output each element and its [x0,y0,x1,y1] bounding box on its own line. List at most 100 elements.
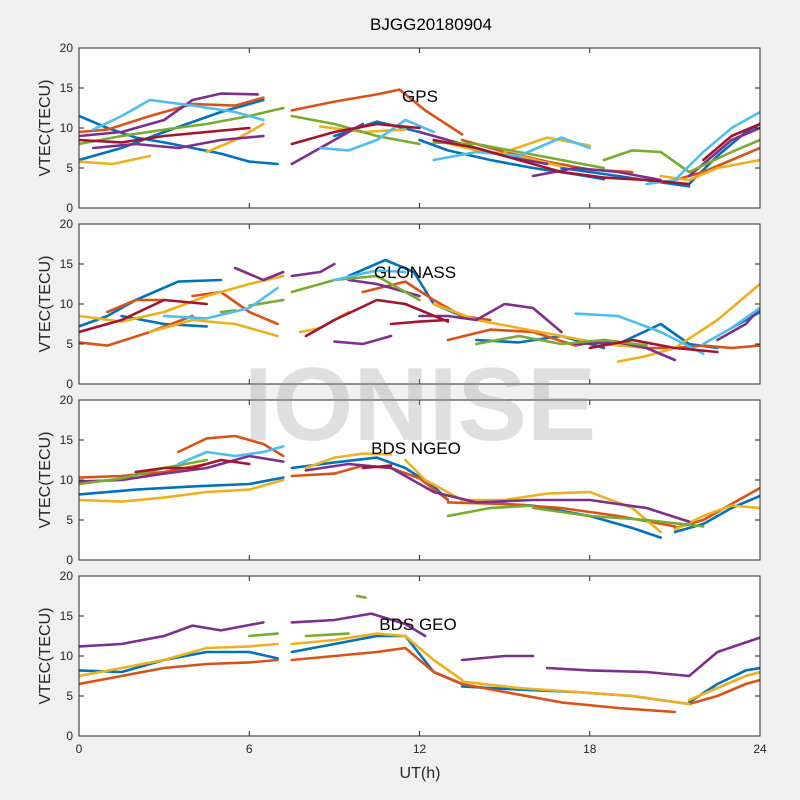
y-tick-label: 15 [60,433,74,447]
y-tick-label: 10 [60,121,74,135]
plot-area [79,224,760,384]
series-line [432,138,563,174]
panel-label-bds-ngeo: BDS NGEO [371,439,461,458]
series-line [79,98,265,162]
series-group [79,594,760,714]
series-line [79,154,152,166]
figure-title: BJGG20180904 [370,15,492,34]
series-line [588,338,719,354]
panel-bds-geo: 0 5 10 15 20 0 6 12 18 24 VTEC(TECU) BDS GEO [37,569,767,756]
series-line [531,506,705,528]
series-line [79,96,265,134]
series-line [574,341,677,362]
series-line [290,262,336,278]
y-tick-label: 5 [66,689,73,703]
panel-label-bds-geo: BDS GEO [379,615,456,634]
series-line [290,274,421,302]
series-line [574,312,705,355]
series-line [304,462,691,523]
series-line [687,678,760,706]
panel-bds-ngeo: 0 5 10 15 20 VTEC(TECU) BDS NGEO [37,393,761,567]
y-tick-label: 15 [60,609,74,623]
series-line [177,445,285,466]
series-group [79,434,760,539]
series-line [545,636,760,678]
ionise-watermark: IONISE [244,347,597,463]
y-tick-label: 5 [66,513,73,527]
series-line [389,318,450,326]
series-line [79,476,285,496]
series-line [79,621,265,648]
y-tick-label: 10 [60,649,74,663]
panel-gps: 0 5 10 15 20 VTEC(TECU) GPS [37,41,761,215]
series-line [460,654,535,662]
series-line [418,302,563,334]
series-line [79,106,285,146]
series-line [673,494,760,534]
series-line [333,269,407,282]
y-tick-label: 10 [60,473,74,487]
panel-glonass: 0 5 10 15 20 VTEC(TECU) GLONASS [37,217,761,391]
series-line [79,650,279,674]
series-line [716,306,760,342]
series-line [79,114,279,166]
y-tick-label: 10 [60,297,74,311]
series-line [290,114,421,146]
y-tick-label: 0 [66,377,73,391]
series-line [645,344,760,350]
series-line [701,122,760,162]
series-line [79,126,251,144]
y-tick-label: 5 [66,161,73,175]
y-tick-label: 15 [60,257,74,271]
series-line [79,298,208,334]
y-tick-label: 5 [66,337,73,351]
x-axis-label: UT(h) [400,765,441,782]
series-line [355,594,367,599]
series-line [205,122,265,154]
series-line [304,298,450,338]
series-line [148,318,279,338]
x-tick-label: 6 [246,742,253,756]
y-tick-label: 20 [60,41,74,55]
series-line [79,478,285,503]
series-group [79,258,760,363]
y-tick-label: 15 [60,81,74,95]
y-axis-label: VTEC(TECU) [37,80,54,177]
series-line [290,612,427,638]
series-line [191,290,279,326]
y-tick-label: 0 [66,201,73,215]
series-line [701,306,760,346]
series-line [177,434,285,458]
series-line [460,680,691,706]
y-tick-label: 0 [66,553,73,567]
series-line [248,632,279,638]
series-line [79,314,194,347]
series-line [347,278,421,298]
series-line [290,456,450,502]
panel-label-gps: GPS [402,87,438,106]
series-line [79,658,279,686]
series-line [106,298,166,314]
series-line [432,136,592,162]
series-line [446,504,535,518]
series-line [304,632,350,638]
series-line [91,134,265,150]
y-tick-label: 20 [60,569,74,583]
series-line [219,309,237,314]
series-line [318,118,436,152]
series-line [290,646,464,686]
series-line [79,642,279,678]
series-line [560,170,691,186]
series-line [79,92,260,138]
series-line [79,458,208,486]
panels: 0 5 10 15 20 VTEC(TECU) GPS 0 5 10 15 20 VTEC(TECU) G… [37,41,767,756]
y-axis-label: VTEC(TECU) [37,608,54,705]
series-line [361,464,393,470]
series-line [460,682,677,714]
series-line [162,286,279,320]
series-line [659,158,760,182]
x-tick-label: 18 [583,742,597,756]
series-line [290,88,464,136]
x-tick-label: 24 [753,742,767,756]
